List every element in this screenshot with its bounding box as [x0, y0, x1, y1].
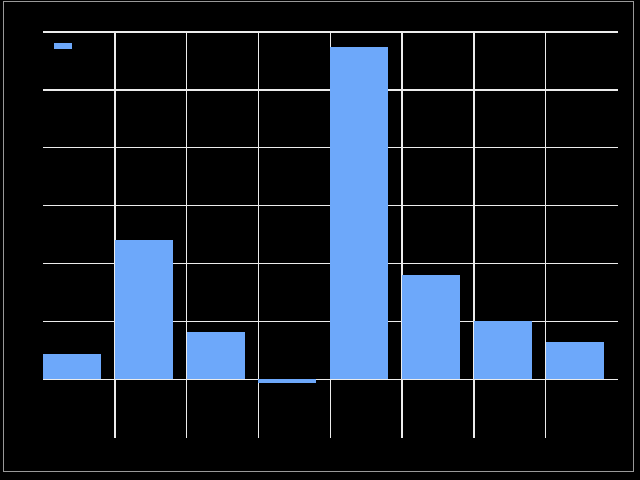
- vertical-gridline: [473, 32, 475, 438]
- vertical-gridline: [257, 32, 260, 438]
- vertical-gridline: [545, 32, 547, 438]
- bar: [186, 331, 245, 380]
- bar: [402, 275, 460, 380]
- bar: [43, 353, 101, 380]
- plot-area: [43, 31, 618, 438]
- bar: [545, 342, 604, 380]
- horizontal-gridline: [43, 31, 618, 33]
- chart-border-frame: [3, 1, 634, 472]
- vertical-gridline: [401, 32, 403, 438]
- bar: [473, 320, 532, 380]
- vertical-gridline: [114, 32, 116, 438]
- vertical-gridline: [185, 32, 188, 438]
- legend-swatch: [54, 43, 72, 49]
- bar: [258, 379, 317, 383]
- bar: [114, 239, 173, 380]
- bar: [330, 47, 389, 380]
